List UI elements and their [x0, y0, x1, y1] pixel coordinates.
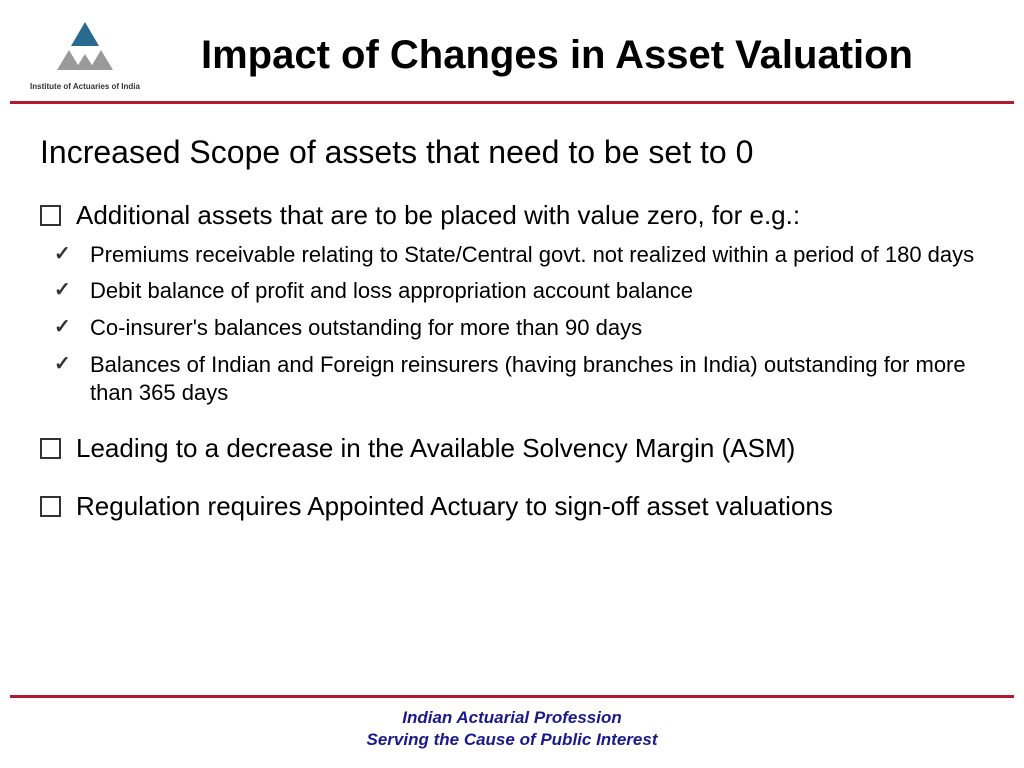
- footer-org: Indian Actuarial Profession: [0, 708, 1024, 728]
- institute-logo: Institute of Actuaries of India: [30, 20, 140, 91]
- bullet-level2: Debit balance of profit and loss appropr…: [54, 277, 984, 306]
- bullet-level1: Leading to a decrease in the Available S…: [40, 432, 984, 466]
- logo-icon: [45, 20, 125, 80]
- footer-tagline: Serving the Cause of Public Interest: [0, 730, 1024, 750]
- bullet-level1: Regulation requires Appointed Actuary to…: [40, 490, 984, 524]
- footer-rule: [10, 695, 1014, 698]
- bullet-level2: Balances of Indian and Foreign reinsurer…: [54, 351, 984, 408]
- content-subtitle: Increased Scope of assets that need to b…: [40, 134, 984, 171]
- slide-header: Institute of Actuaries of India Impact o…: [0, 0, 1024, 101]
- slide-title: Impact of Changes in Asset Valuation: [140, 33, 994, 78]
- bullet-level1: Additional assets that are to be placed …: [40, 199, 984, 233]
- bullet-level2: Co-insurer's balances outstanding for mo…: [54, 314, 984, 343]
- slide-content: Increased Scope of assets that need to b…: [0, 104, 1024, 541]
- logo-caption: Institute of Actuaries of India: [30, 82, 140, 91]
- slide-footer: Indian Actuarial Profession Serving the …: [0, 695, 1024, 750]
- bullet-level2: Premiums receivable relating to State/Ce…: [54, 241, 984, 270]
- bullet-list: Additional assets that are to be placed …: [40, 199, 984, 523]
